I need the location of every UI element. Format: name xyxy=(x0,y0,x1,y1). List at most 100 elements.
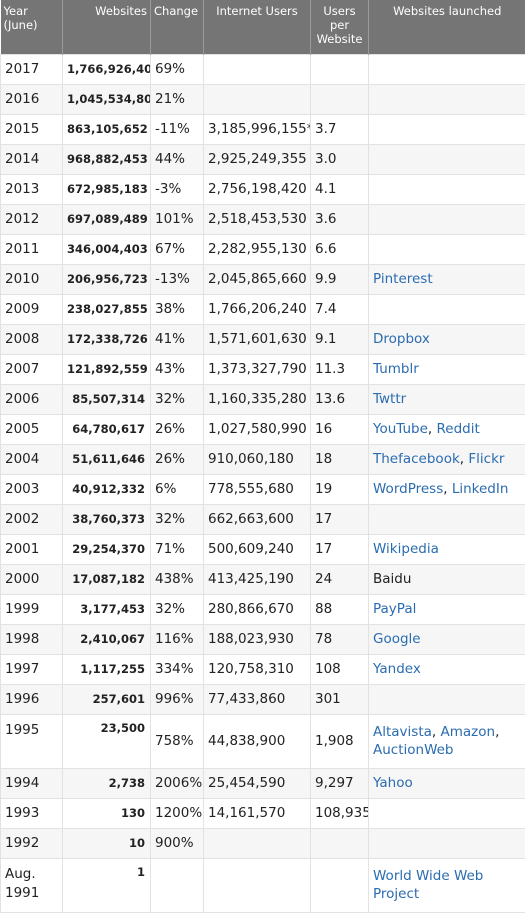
users-per-website-cell: 11.3 xyxy=(311,354,369,384)
websites-launched-cell: Dropbox xyxy=(369,324,525,354)
users-per-website-cell: 3.0 xyxy=(311,144,369,174)
change-cell: 67% xyxy=(151,234,204,264)
change-cell: 900% xyxy=(151,828,204,858)
site-link[interactable]: Tumblr xyxy=(373,361,419,377)
users-per-website-cell: 17 xyxy=(311,504,369,534)
users-per-website-cell: 7.4 xyxy=(311,294,369,324)
websites-launched-cell: Yahoo xyxy=(369,768,525,798)
site-link[interactable]: Reddit xyxy=(437,421,480,437)
websites-cell: 863,105,652 xyxy=(63,114,151,144)
change-cell: 32% xyxy=(151,384,204,414)
site-link[interactable]: Twttr xyxy=(373,391,406,407)
internet-users-cell xyxy=(204,858,311,912)
change-cell: 101% xyxy=(151,204,204,234)
separator: , xyxy=(428,421,437,437)
users-per-website-cell: 108 xyxy=(311,654,369,684)
users-per-website-cell: 108,935 xyxy=(311,798,369,828)
year-cell: 1999 xyxy=(1,594,63,624)
internet-users-cell: 77,433,860 xyxy=(204,684,311,714)
year-cell: 2011 xyxy=(1,234,63,264)
websites-launched-cell: Thefacebook, Flickr xyxy=(369,444,525,474)
year-cell: 1994 xyxy=(1,768,63,798)
internet-users-cell: 2,518,453,530 xyxy=(204,204,311,234)
site-link[interactable]: LinkedIn xyxy=(452,481,509,497)
header-year[interactable]: Year (June) xyxy=(1,0,63,54)
internet-users-cell xyxy=(204,84,311,114)
year-cell: 2015 xyxy=(1,114,63,144)
change-cell: -11% xyxy=(151,114,204,144)
users-per-website-cell: 3.6 xyxy=(311,204,369,234)
header-websites-launched[interactable]: Websites launched xyxy=(369,0,525,54)
websites-launched-cell: Wikipedia xyxy=(369,534,525,564)
websites-cell: 23,500 xyxy=(63,714,151,768)
site-link[interactable]: WordPress xyxy=(373,481,443,497)
header-users-per-website[interactable]: Users per Website xyxy=(311,0,369,54)
change-cell: 996% xyxy=(151,684,204,714)
year-cell: 2007 xyxy=(1,354,63,384)
site-link[interactable]: Altavista xyxy=(373,724,432,740)
change-cell: 32% xyxy=(151,594,204,624)
change-cell: 43% xyxy=(151,354,204,384)
site-link[interactable]: Pinterest xyxy=(373,271,433,287)
year-cell: 2012 xyxy=(1,204,63,234)
site-link[interactable]: YouTube xyxy=(373,421,428,437)
site-link[interactable]: AuctionWeb xyxy=(373,742,454,758)
header-websites[interactable]: Websites xyxy=(63,0,151,54)
internet-users-cell: 14,161,570 xyxy=(204,798,311,828)
internet-users-cell: 1,571,601,630 xyxy=(204,324,311,354)
internet-users-cell: 910,060,180 xyxy=(204,444,311,474)
websites-launched-cell xyxy=(369,204,525,234)
change-cell: 69% xyxy=(151,54,204,84)
websites-cell: 1,117,255 xyxy=(63,654,151,684)
users-per-website-cell: 3.7 xyxy=(311,114,369,144)
site-link[interactable]: Yandex xyxy=(373,661,421,677)
users-per-website-cell: 17 xyxy=(311,534,369,564)
site-link[interactable]: Thefacebook xyxy=(373,451,460,467)
site-link[interactable]: Flickr xyxy=(468,451,504,467)
year-cell: 2003 xyxy=(1,474,63,504)
websites-cell: 40,912,332 xyxy=(63,474,151,504)
site-link[interactable]: Dropbox xyxy=(373,331,430,347)
site-link[interactable]: PayPal xyxy=(373,601,416,617)
change-cell: 2006% xyxy=(151,768,204,798)
site-link[interactable]: Google xyxy=(373,631,421,647)
site-link[interactable]: Wikipedia xyxy=(373,541,439,557)
users-per-website-cell: 16 xyxy=(311,414,369,444)
year-cell: 1997 xyxy=(1,654,63,684)
header-internet-users[interactable]: Internet Users xyxy=(204,0,311,54)
websites-launched-cell xyxy=(369,828,525,858)
header-change[interactable]: Change xyxy=(151,0,204,54)
year-cell: Aug. 1991 xyxy=(1,858,63,912)
websites-launched-cell: Yandex xyxy=(369,654,525,684)
internet-users-cell: 25,454,590 xyxy=(204,768,311,798)
internet-users-cell: 662,663,600 xyxy=(204,504,311,534)
websites-launched-cell: World Wide Web Project xyxy=(369,858,525,912)
change-cell: 21% xyxy=(151,84,204,114)
users-per-website-cell: 1,908 xyxy=(311,714,369,768)
websites-launched-cell: Twttr xyxy=(369,384,525,414)
separator: , xyxy=(443,481,452,497)
websites-launched-cell xyxy=(369,174,525,204)
year-cell: 1993 xyxy=(1,798,63,828)
websites-launched-cell: Altavista, Amazon, AuctionWeb xyxy=(369,714,525,768)
change-cell: -3% xyxy=(151,174,204,204)
users-per-website-cell: 88 xyxy=(311,594,369,624)
site-link[interactable]: Amazon xyxy=(441,724,496,740)
site-link[interactable]: Yahoo xyxy=(373,775,413,791)
change-cell: 41% xyxy=(151,324,204,354)
internet-users-cell: 120,758,310 xyxy=(204,654,311,684)
change-cell: 438% xyxy=(151,564,204,594)
site-link[interactable]: World Wide Web Project xyxy=(373,868,483,902)
year-cell: 2016 xyxy=(1,84,63,114)
websites-launched-cell xyxy=(369,798,525,828)
internet-users-cell: 500,609,240 xyxy=(204,534,311,564)
year-cell: 1995 xyxy=(1,714,63,768)
